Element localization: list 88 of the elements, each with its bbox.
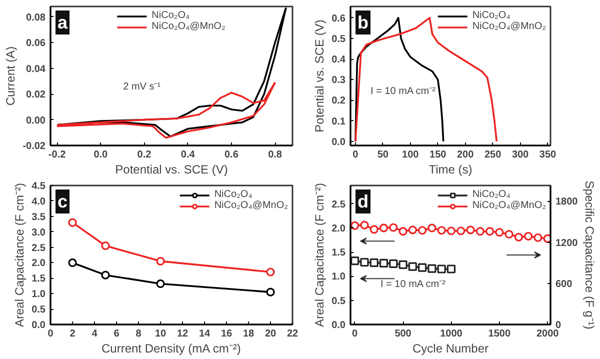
annotation: 2 mV s⁻¹: [123, 82, 162, 93]
y-tick-label: 0.5: [332, 34, 346, 45]
x-axis-title: Cycle Number: [412, 342, 489, 356]
y-tick-label: 2.0: [332, 223, 346, 234]
x-tick-label: 50: [377, 150, 389, 160]
x-tick-label: 100: [402, 150, 420, 160]
x-tick-label: 1500: [488, 328, 511, 340]
y-tick-label: 0.5: [332, 296, 346, 307]
annotation: I = 10 mA cm⁻²: [380, 278, 446, 290]
y-tick-label: 4.0: [32, 196, 46, 208]
y-tick-label: 3.5: [32, 212, 46, 223]
x-tick-label: 20: [264, 328, 276, 340]
y-tick-label: 0.1: [332, 116, 346, 128]
legend-label: NiCo₂O₄: [214, 189, 252, 200]
y-tick-label: 2.5: [32, 242, 46, 254]
y2-axis-title: Specific Capacitance (F g⁻¹): [582, 180, 597, 330]
y-tick-label: 0.06: [26, 38, 46, 50]
y2-tick-label: 1200: [556, 238, 578, 249]
x-tick-label: 1000: [440, 328, 463, 340]
y2-tick-label: 1800: [556, 196, 578, 208]
x-tick-label: 200: [456, 150, 474, 160]
legend-label: NiCo₂O₄: [472, 10, 510, 21]
chart-title: c: [58, 192, 68, 212]
x-tick-label: 14: [198, 328, 210, 340]
x-tick-label: 0.8: [268, 150, 282, 160]
y-tick-label: 2.5: [332, 199, 346, 210]
y-axis-title: Potential vs. SCE (V): [312, 20, 327, 132]
y-tick-label: 0.0: [332, 320, 346, 331]
x-axis-title: Potential vs. SCE (V): [115, 162, 228, 176]
x-tick-label: 0: [352, 150, 359, 160]
y-tick-label: 0.2: [332, 96, 346, 107]
x-tick-label: 0.2: [137, 150, 152, 160]
x-axis-title: Current Density (mA cm⁻²): [101, 342, 241, 356]
legend-label: NiCo₂O₄@MnO₂: [214, 200, 288, 211]
x-tick-label: 22: [286, 328, 298, 340]
y-tick-label: 2.0: [32, 258, 46, 270]
chart-title: a: [58, 12, 68, 32]
x-tick-label: 0.0: [94, 150, 108, 160]
legend-label: NiCo₂O₄@MnO₂: [472, 200, 546, 211]
x-tick-label: 0: [48, 328, 54, 340]
y-tick-label: 1.0: [332, 272, 346, 283]
y-tick-label: 4.5: [32, 181, 46, 192]
x-tick-label: 300: [512, 150, 530, 160]
y-tick-label: 1.0: [32, 289, 46, 300]
x-tick-label: 500: [394, 328, 412, 340]
x-tick-label: 4: [92, 328, 98, 340]
annotation: I = 10 mA cm⁻²: [370, 86, 436, 97]
y-tick-label: 0.3: [332, 75, 346, 86]
x-tick-label: 0: [352, 328, 358, 340]
y-tick-label: 1.5: [32, 274, 46, 285]
x-tick-label: 350: [539, 150, 557, 160]
chart-title: b: [358, 12, 368, 32]
y-tick-label: 1.5: [332, 248, 346, 259]
legend-label: NiCo₂O₄@MnO₂: [472, 21, 546, 32]
x-tick-label: 16: [220, 328, 232, 340]
y-tick-label: 3.0: [32, 227, 46, 238]
x-tick-label: 0.4: [180, 150, 196, 160]
x-tick-label: 10: [154, 328, 166, 340]
y-axis-title: Areal Capacitance (F cm⁻²): [312, 182, 327, 328]
y-axis-title: Areal Capacitance (F cm⁻²): [12, 182, 27, 328]
x-tick-label: 250: [484, 150, 502, 160]
y-axis-title: Current (A): [4, 46, 18, 106]
y-tick-label: 0.04: [26, 64, 46, 75]
y2-tick-label: 0: [556, 320, 562, 331]
y-tick-label: 0.02: [26, 90, 46, 101]
legend-label: NiCo₂O₄: [472, 189, 510, 200]
x-tick-label: -0.2: [48, 150, 66, 160]
y-tick-label: 0.6: [332, 13, 346, 24]
y-tick-label: 0.08: [26, 12, 46, 24]
y-tick-label: 0.0: [32, 320, 46, 331]
chart-title: d: [358, 192, 368, 212]
legend-label: NiCo₂O₄@MnO₂: [152, 21, 226, 32]
y-tick-label: 0.5: [32, 304, 46, 316]
y-tick-label: 0.0: [332, 136, 346, 148]
y-tick-label: 0.00: [26, 115, 46, 126]
x-tick-label: 18: [242, 328, 254, 340]
y-tick-label: 0.4: [332, 54, 346, 66]
x-tick-label: 150: [430, 150, 447, 160]
legend-label: NiCo₂O₄: [152, 10, 190, 21]
x-tick-label: 6: [114, 328, 120, 340]
x-tick-label: 2: [70, 328, 76, 340]
x-tick-label: 2000: [536, 328, 560, 340]
x-tick-label: 8: [136, 328, 142, 340]
y2-tick-label: 600: [556, 278, 573, 290]
x-axis-title: Time (s): [428, 162, 472, 176]
y-tick-label: -0.02: [22, 141, 46, 152]
x-tick-label: 0.6: [224, 150, 239, 160]
x-tick-label: 12: [176, 328, 188, 340]
